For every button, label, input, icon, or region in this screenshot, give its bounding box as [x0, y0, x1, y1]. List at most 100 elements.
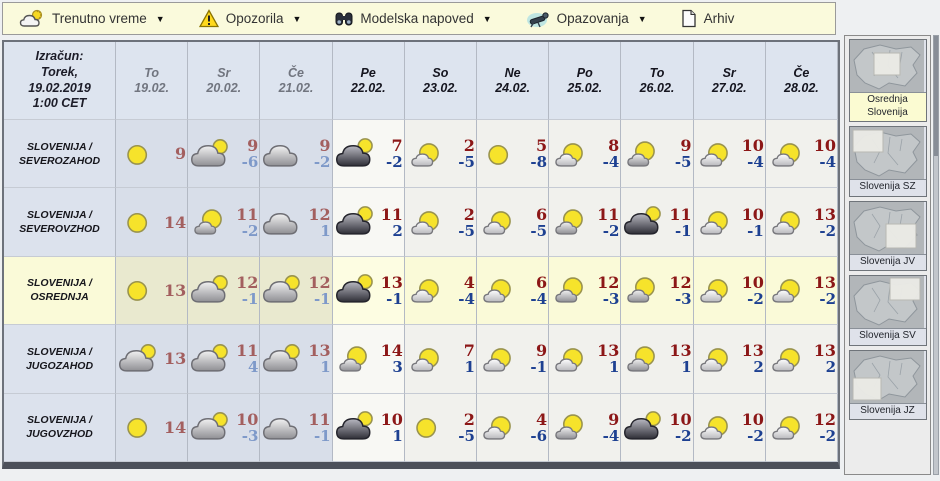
max-temperature: 12: [813, 409, 837, 429]
weather-icon-cloud: [263, 144, 298, 167]
weather-icon-cloud-sun: [191, 275, 228, 304]
max-temperature: 2: [463, 204, 475, 224]
menu-label: Trenutno vreme: [52, 11, 147, 26]
forecast-cell: 13: [116, 256, 189, 326]
forecast-cell: 11 -1: [260, 393, 333, 462]
min-temperature: 2: [825, 358, 837, 377]
day-header-Sr-2702: Sr 27.02.: [693, 42, 766, 120]
vertical-scrollbar[interactable]: [933, 35, 939, 475]
calculation-info: Izračun: Torek, 19.02.2019 1:00 CET: [4, 42, 116, 120]
weather-icon-sun-cloud: [627, 140, 656, 167]
max-temperature: 12: [669, 272, 692, 292]
forecast-cell: 10 -2: [621, 393, 694, 462]
max-temperature: 9: [247, 136, 259, 156]
max-temperature: 11: [669, 204, 692, 224]
weather-icon-sun-small-cloud: [699, 211, 728, 235]
min-temperature: 1: [464, 358, 475, 377]
forecast-cell: 11 -2: [549, 188, 622, 257]
forecast-cell: 8 -4: [549, 120, 622, 189]
forecast-cell: 7 -2: [332, 120, 405, 189]
min-temperature: -2: [602, 221, 620, 240]
max-temperature: 2: [463, 136, 475, 156]
min-temperature: -6: [241, 153, 259, 172]
telescope-icon: [526, 9, 550, 29]
max-temperature: 12: [308, 204, 331, 224]
forecast-cell: 12 -3: [549, 256, 622, 326]
map-item-slovenija-sz[interactable]: Slovenija SZ: [848, 126, 927, 197]
menu-modelska-napoved[interactable]: Modelska napoved ▼: [335, 10, 492, 27]
min-temperature: 1: [392, 426, 403, 445]
max-temperature: 14: [380, 341, 403, 361]
forecast-cell: 13 -1: [332, 256, 405, 326]
weather-icon-dark-cloud-sun: [335, 274, 373, 304]
slovenia-map-thumbnail: [849, 350, 924, 403]
menu-label: Opazovanja: [556, 11, 629, 26]
forecast-cell: 11 4: [188, 325, 261, 394]
map-item-slovenija-jz[interactable]: Slovenija JZ: [848, 349, 927, 420]
min-temperature: -2: [747, 289, 764, 308]
map-label: Osrednja Slovenija: [849, 92, 926, 121]
max-temperature: 12: [236, 272, 259, 292]
max-temperature: 10: [741, 272, 764, 292]
max-temperature: 13: [741, 341, 764, 361]
menu-label: Opozorila: [225, 11, 284, 26]
weather-icon-dark-cloud-sun: [335, 206, 373, 235]
max-temperature: 9: [319, 136, 331, 156]
forecast-cell: 4 -6: [476, 393, 550, 462]
max-temperature: 9: [680, 136, 692, 156]
chevron-down-icon: ▼: [482, 13, 492, 24]
weather-icon-sun-small-cloud: [772, 142, 800, 167]
region-label-osrednja: SLOVENIJA / OSREDNJA: [4, 256, 116, 326]
scrollbar-thumb[interactable]: [934, 36, 938, 156]
forecast-cell: 10 -2: [693, 393, 766, 462]
map-item-slovenija-sv[interactable]: Slovenija SV: [848, 275, 927, 346]
min-temperature: 2: [753, 358, 764, 377]
min-temperature: -5: [530, 221, 548, 240]
day-header-Če-2102: Če 21.02.: [260, 42, 333, 120]
weather-icon-sun-small-cloud: [699, 348, 728, 372]
max-temperature: 10: [380, 409, 403, 429]
map-item-osrednja-slovenija[interactable]: Osrednja Slovenija: [848, 39, 927, 122]
forecast-cell: 7 1: [404, 325, 477, 394]
max-temperature: 4: [463, 272, 475, 292]
weather-icon-sun: [127, 213, 148, 233]
max-temperature: 11: [236, 204, 259, 224]
region-label-severovzhod: SLOVENIJA / SEVEROVZHOD: [4, 188, 116, 257]
weather-icon-sun-small-cloud: [555, 348, 584, 372]
max-temperature: 9: [608, 409, 620, 429]
weather-icon-sun-small-cloud: [772, 348, 800, 372]
weather-icon-sun-small-cloud: [411, 348, 439, 372]
cloud-sun-icon: [19, 8, 45, 30]
min-temperature: -4: [819, 153, 837, 172]
min-temperature: 1: [608, 358, 620, 377]
forecast-cell: 9 -2: [260, 120, 333, 189]
document-icon: [681, 9, 697, 28]
weather-icon-sun-small-cloud: [483, 348, 511, 372]
forecast-cell: 13 1: [621, 325, 694, 394]
min-temperature: -1: [313, 289, 331, 308]
menu-label: Modelska napoved: [360, 11, 474, 26]
min-temperature: -2: [241, 221, 259, 240]
menu-label: Arhiv: [703, 11, 735, 26]
menu-opazovanja[interactable]: Opazovanja ▼: [526, 9, 647, 29]
menu-trenutno-vreme[interactable]: Trenutno vreme ▼: [19, 8, 165, 30]
forecast-cell: 13 -2: [765, 256, 838, 326]
menu-arhiv[interactable]: Arhiv: [681, 9, 735, 28]
min-temperature: -3: [241, 426, 259, 445]
max-temperature: 13: [163, 280, 187, 300]
forecast-cell: 13 2: [765, 325, 838, 394]
forecast-cell: 6 -5: [476, 188, 550, 257]
weather-icon-sun-small-cloud: [411, 142, 439, 167]
weather-icon-sun-cloud: [555, 277, 584, 304]
min-temperature: -1: [530, 358, 548, 377]
max-temperature: 13: [308, 341, 331, 361]
region-label-jugozahod: SLOVENIJA / JUGOZAHOD: [4, 325, 116, 394]
forecast-cell: 10 -4: [693, 120, 766, 189]
forecast-cell: 6 -4: [476, 256, 550, 326]
weather-icon-sun: [127, 281, 148, 302]
menu-opozorila[interactable]: Opozorila ▼: [198, 9, 301, 28]
forecast-cell: 9: [116, 120, 189, 189]
forecast-cell: 13 2: [693, 325, 766, 394]
map-item-slovenija-jv[interactable]: Slovenija JV: [848, 200, 927, 271]
day-header-Po-2502: Po 25.02.: [549, 42, 622, 120]
